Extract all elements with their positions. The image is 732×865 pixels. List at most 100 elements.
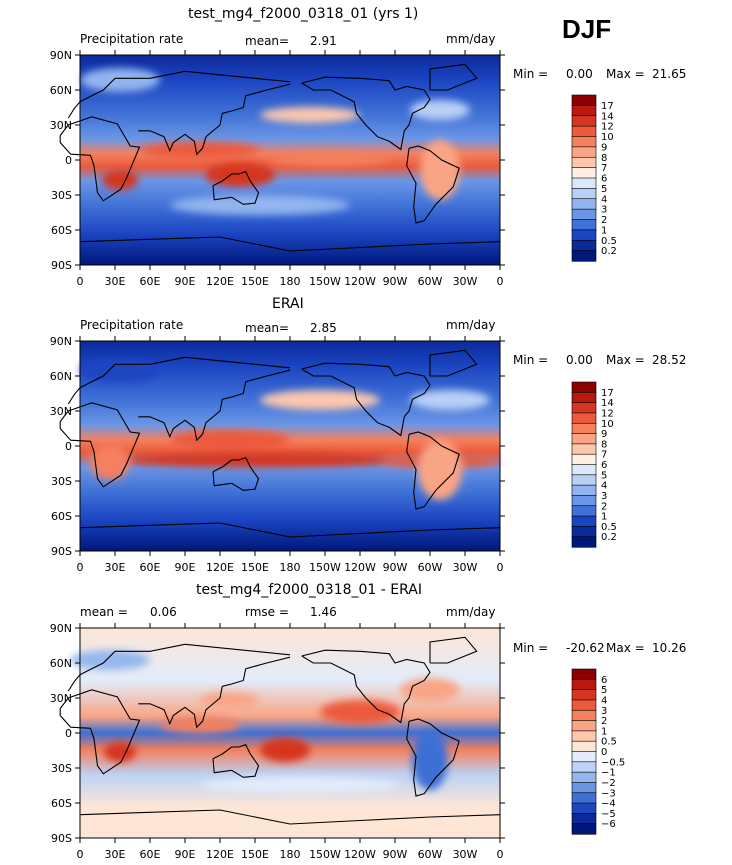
panel1-variable-label: Precipitation rate xyxy=(80,32,184,46)
colorbar-swatch xyxy=(571,239,597,252)
coastline xyxy=(59,689,141,775)
colorbar-swatch xyxy=(571,125,597,138)
colorbar-swatch xyxy=(571,740,597,753)
colorbar-swatch xyxy=(571,250,597,262)
colorbar-label: 9 xyxy=(601,142,607,153)
x-tick-label: 0 xyxy=(497,275,504,288)
coastline xyxy=(301,649,431,724)
panel3-max-label: Max = xyxy=(606,641,645,655)
coastline xyxy=(67,643,291,692)
x-tick-label: 0 xyxy=(77,561,84,574)
colorbar-label: 4 xyxy=(601,695,607,706)
colorbar-label: 1 xyxy=(601,512,607,523)
colorbar-swatch xyxy=(571,823,597,835)
colorbar-swatch xyxy=(571,679,597,691)
panel2-map xyxy=(59,340,501,552)
colorbar-swatch xyxy=(571,782,597,794)
y-tick-label: 90N xyxy=(50,622,72,635)
panel1-coastlines xyxy=(59,63,501,252)
colorbar-label: 3 xyxy=(601,205,607,216)
x-tick-label: 180 xyxy=(280,275,301,288)
colorbar-label: 12 xyxy=(601,122,614,133)
x-tick-label: 30W xyxy=(453,275,478,288)
x-tick-label: 30E xyxy=(105,848,126,861)
panel1-title: test_mg4_f2000_0318_01 (yrs 1) xyxy=(188,6,419,22)
panel3-features xyxy=(70,650,460,793)
x-tick-label: 90E xyxy=(175,848,196,861)
colorbar-label: −4 xyxy=(601,799,616,810)
colorbar-swatch xyxy=(571,484,597,497)
colorbar-swatch xyxy=(571,771,597,784)
colorbar-swatch xyxy=(571,402,597,414)
coastline xyxy=(406,431,460,510)
y-tick-label: 0 xyxy=(65,440,72,453)
colorbar-label: 12 xyxy=(601,408,614,419)
x-tick-label: 90E xyxy=(175,561,196,574)
y-tick-label: 60N xyxy=(50,657,72,670)
colorbar-label: 14 xyxy=(601,111,614,122)
x-tick-label: 60W xyxy=(418,561,443,574)
coastline xyxy=(406,718,460,797)
panel1-min-label: Min = xyxy=(513,67,549,81)
colorbar-label: 1 xyxy=(601,726,607,737)
coastline xyxy=(406,145,460,224)
y-tick-label: 30N xyxy=(50,405,72,418)
panel2-features xyxy=(80,358,500,500)
x-tick-label: 60W xyxy=(418,848,443,861)
panel3-coastlines xyxy=(59,636,501,825)
colorbar-swatch xyxy=(571,802,597,814)
colorbar-swatch xyxy=(571,188,597,200)
colorbar-swatch xyxy=(571,105,597,117)
x-tick-label: 120W xyxy=(344,848,376,861)
panel2-max-value: 28.52 xyxy=(652,353,687,367)
colorbar-swatch xyxy=(571,177,597,189)
colorbar-label: 0.2 xyxy=(601,246,617,257)
colorbar-swatch xyxy=(571,813,597,825)
season-label: DJF xyxy=(562,14,612,44)
colorbar-label: 0.5 xyxy=(601,522,617,533)
colorbar-label: 3 xyxy=(601,706,607,717)
colorbar-swatch xyxy=(571,668,597,680)
x-tick-label: 90W xyxy=(383,561,408,574)
coastline xyxy=(138,369,291,442)
colorbar-swatch xyxy=(571,792,597,804)
x-tick-label: 60W xyxy=(418,275,443,288)
colorbar-label: −1 xyxy=(601,768,616,779)
colorbar-swatch xyxy=(571,464,597,476)
colorbar-label: 10 xyxy=(601,132,614,143)
colorbar-label: 5 xyxy=(601,470,607,481)
colorbar-label: 8 xyxy=(601,439,607,450)
x-tick-label: 0 xyxy=(77,848,84,861)
coastline xyxy=(212,457,260,491)
x-tick-label: 180 xyxy=(280,848,301,861)
colorbar-label: 7 xyxy=(601,163,607,174)
panel1-mean-value: 2.91 xyxy=(310,34,337,48)
colorbar-label: 0 xyxy=(601,747,607,758)
colorbar-label: 6 xyxy=(601,174,607,185)
colorbar-swatch xyxy=(571,526,597,538)
panel1-min-value: 0.00 xyxy=(566,67,593,81)
y-tick-label: 30N xyxy=(50,119,72,132)
y-tick-label: 90S xyxy=(51,832,72,845)
colorbar-swatch xyxy=(571,433,597,445)
panel3-rmse-label: rmse = xyxy=(245,605,289,619)
coastline xyxy=(138,656,291,729)
y-tick-label: 30S xyxy=(51,189,72,202)
panel1-max-label: Max = xyxy=(606,67,645,81)
colorbar-swatch xyxy=(571,412,597,424)
panel1-mean-label: mean= xyxy=(245,34,290,48)
panel2-units: mm/day xyxy=(446,318,496,332)
axes-layer: 0 30E 60E 90E 120E 150E 180 150W 120W 90W 60W 30W 09… xyxy=(50,49,505,861)
panel1-map xyxy=(59,54,501,266)
panel2-coastlines xyxy=(59,349,501,538)
y-tick-label: 90S xyxy=(51,545,72,558)
coastline xyxy=(79,522,501,538)
y-tick-label: 90S xyxy=(51,259,72,272)
y-tick-label: 30S xyxy=(51,475,72,488)
y-tick-label: 60N xyxy=(50,84,72,97)
coastline xyxy=(301,362,431,437)
colorbar-swatch xyxy=(571,94,597,106)
coastline xyxy=(429,63,478,91)
colorbar-swatch xyxy=(571,443,597,455)
coastline xyxy=(79,809,501,825)
